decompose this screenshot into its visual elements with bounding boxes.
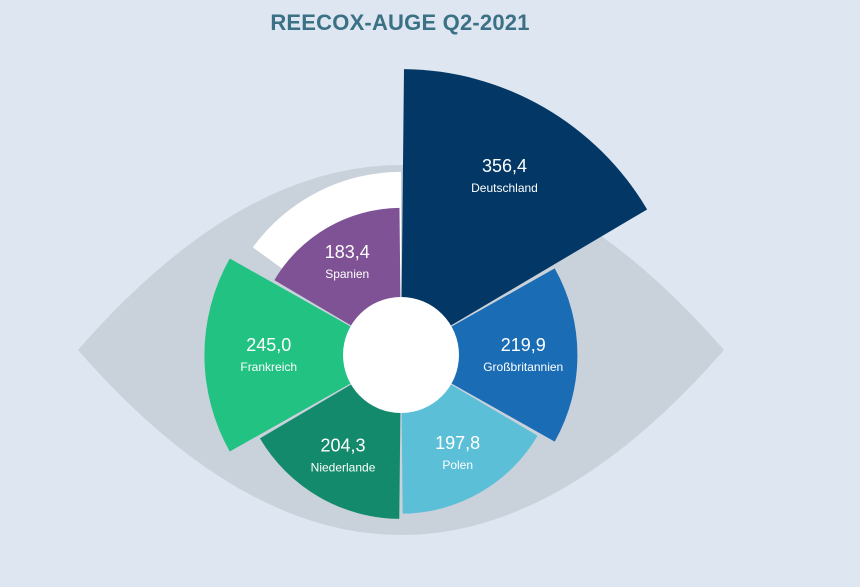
category-label-spanien: Spanien xyxy=(325,267,369,281)
wedge-frankreich xyxy=(204,258,401,452)
category-label-grossbritannien: Großbritannien xyxy=(483,360,563,374)
category-label-deutschland: Deutschland xyxy=(471,181,538,195)
center-hole xyxy=(343,297,459,413)
category-label-polen: Polen xyxy=(442,458,473,472)
chart-title: REECOX-AUGE Q2-2021 xyxy=(270,10,530,35)
value-label-niederlande: 204,3 xyxy=(320,435,365,455)
value-label-grossbritannien: 219,9 xyxy=(501,335,546,355)
category-label-frankreich: Frankreich xyxy=(240,360,297,374)
value-label-spanien: 183,4 xyxy=(325,242,370,262)
wedge-grossbritannien xyxy=(401,268,578,442)
category-label-niederlande: Niederlande xyxy=(311,460,376,474)
value-label-frankreich: 245,0 xyxy=(246,335,291,355)
value-label-deutschland: 356,4 xyxy=(482,156,527,176)
wedge-deutschland xyxy=(401,69,648,355)
value-label-polen: 197,8 xyxy=(435,433,480,453)
